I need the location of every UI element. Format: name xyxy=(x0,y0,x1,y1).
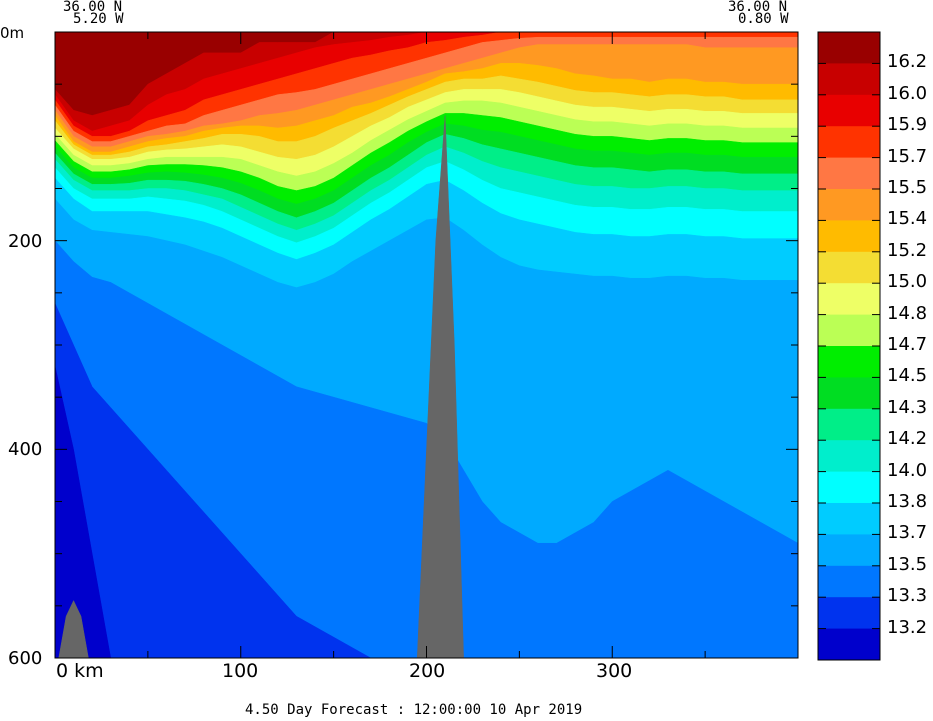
colorbar-swatch xyxy=(818,32,880,64)
colorbar-label: 13.2 xyxy=(887,616,928,638)
x-tick-label: 200 xyxy=(409,660,446,682)
axis-ticks xyxy=(55,32,798,658)
colorbar-swatch xyxy=(818,471,880,504)
temperature-fill-layer xyxy=(54,31,799,659)
colorbar-swatch xyxy=(818,377,880,410)
y-tick-label: 400 xyxy=(8,439,43,460)
colorbar-swatch xyxy=(818,63,880,96)
colorbar-label: 13.7 xyxy=(887,522,928,544)
colorbar-swatch xyxy=(818,220,880,253)
colorbar-swatch xyxy=(818,314,880,347)
colorbar-label: 16.2 xyxy=(887,51,928,73)
x-unit-label: 0 km xyxy=(56,660,104,682)
colorbar-label: 14.0 xyxy=(887,459,928,481)
colorbar-swatch xyxy=(818,189,880,221)
left-latitude: 36.00 N xyxy=(63,0,123,15)
colorbar-label: 15.2 xyxy=(887,239,928,261)
colorbar-swatch xyxy=(818,440,880,472)
y-tick-label: 600 xyxy=(8,648,43,669)
colorbar xyxy=(817,31,881,661)
colorbar-swatch xyxy=(818,126,880,158)
colorbar-swatch xyxy=(818,283,880,315)
colorbar-swatch xyxy=(818,565,880,598)
colorbar-swatch xyxy=(818,408,880,441)
colorbar-swatch xyxy=(818,157,880,190)
colorbar-label: 15.5 xyxy=(887,177,928,198)
colorbar-label: 15.4 xyxy=(887,208,928,230)
colorbar-label: 15.9 xyxy=(887,114,928,136)
right-latitude: 36.00 N xyxy=(728,0,788,15)
x-tick-label: 100 xyxy=(222,660,259,682)
colorbar-label: 16.0 xyxy=(887,82,928,104)
colorbar-label: 15.0 xyxy=(887,271,928,293)
x-tick-label: 300 xyxy=(596,660,633,682)
colorbar-swatch xyxy=(818,628,880,661)
colorbar-label: 14.8 xyxy=(887,302,928,324)
y-tick-label: 200 xyxy=(8,231,43,252)
colorbar-swatch xyxy=(818,251,880,284)
colorbar-swatch xyxy=(818,94,880,127)
colorbar-label: 14.3 xyxy=(887,396,928,418)
forecast-footer: 4.50 Day Forecast : 12:00:00 10 Apr 2019 xyxy=(245,702,583,718)
colorbar-swatch xyxy=(818,346,880,378)
left-longitude: 5.20 W xyxy=(73,11,124,27)
colorbar-label: 13.5 xyxy=(887,553,928,575)
colorbar-label: 14.5 xyxy=(887,365,928,387)
colorbar-label: 14.2 xyxy=(887,428,928,450)
colorbar-label: 13.3 xyxy=(887,585,928,607)
colorbar-swatch xyxy=(818,597,880,629)
colorbar-swatch xyxy=(818,534,880,567)
colorbar-label: 13.8 xyxy=(887,491,928,512)
colorbar-label: 14.7 xyxy=(887,334,928,355)
right-longitude: 0.80 W xyxy=(738,11,789,27)
y-tick-label: 0m xyxy=(0,24,25,42)
colorbar-label: 15.7 xyxy=(887,145,928,167)
colorbar-swatch xyxy=(818,503,880,535)
